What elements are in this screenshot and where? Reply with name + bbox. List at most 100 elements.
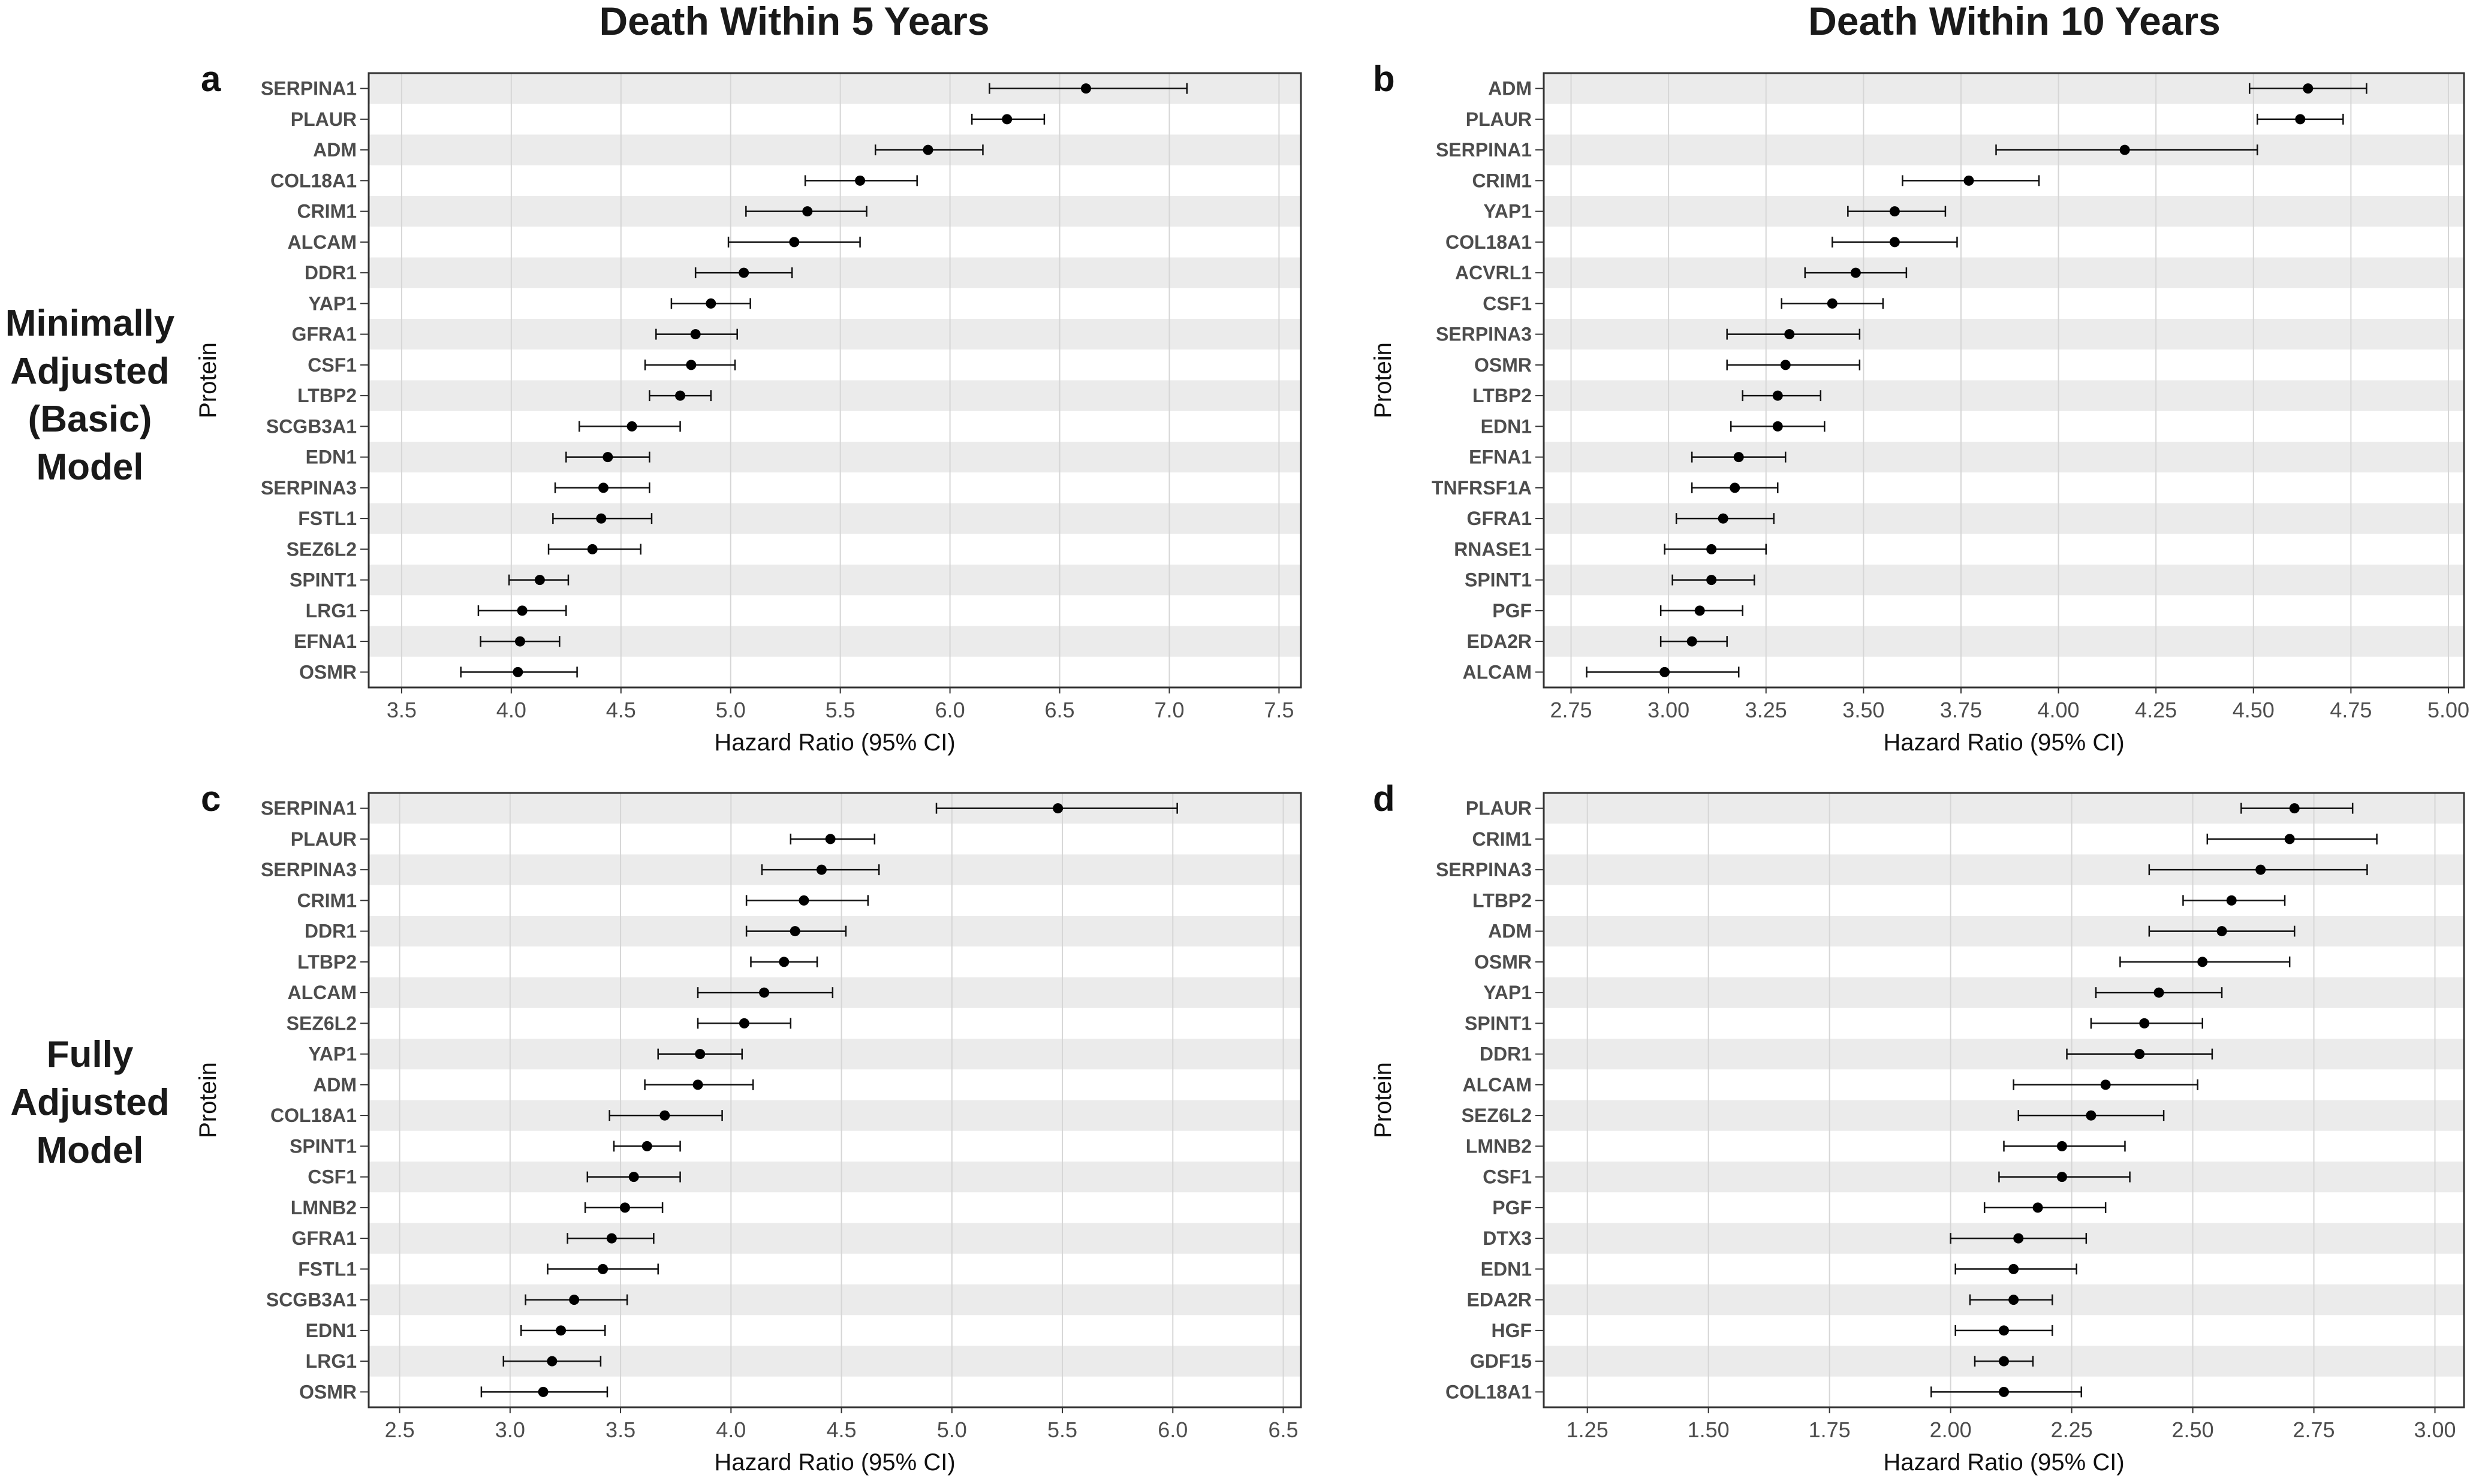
protein-label: TNFRSF1A [1432, 477, 1532, 499]
column-title-10-years: Death Within 10 Years [1808, 0, 2221, 43]
hazard-ratio-point [799, 895, 809, 906]
hazard-ratio-point [2032, 1202, 2043, 1213]
x-tick-label: 5.5 [1047, 1417, 1077, 1442]
x-tick-label: 6.5 [1045, 698, 1075, 722]
hazard-ratio-point [1889, 206, 1900, 217]
hazard-ratio-point [2284, 834, 2295, 844]
hazard-ratio-point [1784, 329, 1795, 340]
hazard-ratio-point [1772, 421, 1783, 432]
protein-label: PGF [1492, 1197, 1532, 1218]
row-band [1544, 319, 2464, 350]
protein-label: SEZ6L2 [1462, 1105, 1532, 1126]
row-title-line: Model [36, 1130, 144, 1171]
protein-label: SCGB3A1 [266, 415, 357, 437]
hazard-ratio-point [603, 452, 613, 463]
hazard-ratio-point [628, 1172, 639, 1183]
x-tick-label: 3.75 [1940, 698, 1982, 722]
protein-label: SPINT1 [290, 1135, 357, 1157]
protein-label: LTBP2 [297, 951, 357, 973]
hazard-ratio-point [569, 1295, 580, 1305]
row-band [369, 1162, 1301, 1193]
x-tick-label: 6.5 [1268, 1417, 1298, 1442]
x-axis-title: Hazard Ratio (95% CI) [714, 729, 955, 756]
hazard-ratio-point [1659, 666, 1670, 677]
row-band [369, 1100, 1301, 1131]
panel-border [368, 72, 1302, 689]
row-band [1544, 196, 2464, 227]
hazard-ratio-point [1080, 83, 1091, 94]
hazard-ratio-point [2295, 114, 2306, 125]
x-tick-label: 4.0 [496, 698, 526, 722]
hazard-ratio-point [659, 1110, 670, 1121]
row-band [1544, 1100, 2464, 1131]
hazard-ratio-point [2008, 1295, 2019, 1305]
y-axis-title: Protein [1370, 1062, 1396, 1138]
y-axis-title: Protein [195, 1062, 221, 1138]
hazard-ratio-point [2134, 1049, 2145, 1060]
protein-label: ADM [313, 1074, 357, 1096]
hazard-ratio-point [2289, 803, 2300, 814]
hazard-ratio-point [923, 144, 933, 155]
protein-label: SERPINA3 [1436, 324, 1532, 345]
protein-label: SERPINA3 [261, 477, 357, 499]
x-tick-label: 5.5 [826, 698, 856, 722]
protein-label: LTBP2 [1472, 889, 1532, 911]
row-band [369, 503, 1301, 534]
protein-label: ADM [1488, 78, 1532, 99]
x-tick-label: 5.0 [937, 1417, 967, 1442]
x-tick-label: 3.50 [1842, 698, 1884, 722]
row-title-line: Model [36, 447, 144, 488]
protein-label: LRG1 [306, 1350, 357, 1372]
protein-label: PLAUR [1466, 108, 1532, 130]
protein-label: PGF [1492, 600, 1532, 622]
protein-label: DDR1 [1480, 1043, 1532, 1065]
panel-letter: d [1373, 779, 1395, 819]
protein-label: CRIM1 [1472, 828, 1532, 850]
protein-label: CRIM1 [297, 201, 357, 222]
x-tick-label: 2.75 [1550, 698, 1592, 722]
y-axis-title: Protein [195, 342, 221, 418]
hazard-ratio-point [2139, 1018, 2150, 1028]
hazard-ratio-point [1733, 452, 1744, 463]
hazard-ratio-point [690, 329, 701, 340]
protein-label: SPINT1 [1465, 569, 1532, 591]
row-title-minimally-adjusted: Minimally Adjusted (Basic) Model [0, 300, 180, 491]
hazard-ratio-point [1706, 544, 1717, 554]
x-axis-title: Hazard Ratio (95% CI) [714, 1449, 955, 1476]
protein-label: YAP1 [1483, 201, 1532, 222]
hazard-ratio-point [538, 1386, 549, 1397]
hazard-ratio-point [641, 1141, 652, 1151]
row-band [369, 319, 1301, 350]
row-band [1544, 977, 2464, 1008]
x-tick-label: 5.0 [716, 698, 746, 722]
protein-label: DDR1 [305, 921, 357, 942]
protein-label: EDN1 [1481, 1258, 1532, 1280]
hazard-ratio-point [596, 513, 607, 524]
panel-letter: c [201, 779, 221, 819]
row-band [1544, 1039, 2464, 1070]
protein-label: GFRA1 [1467, 508, 1532, 529]
hazard-ratio-point [517, 605, 528, 616]
row-title-fully-adjusted: Fully Adjusted Model [0, 1031, 180, 1175]
row-band [1544, 916, 2464, 947]
x-tick-label: 3.00 [1647, 698, 1689, 722]
panel-b: b ADM PLAUR SERPINA1 CRIM1 YAP1 COL18A1 ACVRL1 C… [1370, 59, 2469, 756]
protein-label: CSF1 [1483, 292, 1532, 314]
x-tick-label: 4.00 [2038, 698, 2080, 722]
hazard-ratio-point [556, 1325, 567, 1336]
protein-label: SCGB3A1 [266, 1289, 357, 1311]
hazard-ratio-point [695, 1049, 706, 1060]
protein-label: OSMR [1474, 951, 1532, 973]
x-axis-title: Hazard Ratio (95% CI) [1883, 729, 2124, 756]
protein-label: OSMR [1474, 354, 1532, 376]
hazard-ratio-point [598, 1263, 609, 1274]
hazard-ratio-point [692, 1079, 703, 1090]
hazard-ratio-point [2056, 1172, 2067, 1183]
hazard-ratio-point [2197, 957, 2208, 967]
protein-label: PLAUR [1466, 798, 1532, 819]
hazard-ratio-point [855, 175, 866, 186]
hazard-ratio-point [2013, 1233, 2024, 1244]
row-band [369, 257, 1301, 288]
hazard-ratio-point [1780, 360, 1791, 370]
